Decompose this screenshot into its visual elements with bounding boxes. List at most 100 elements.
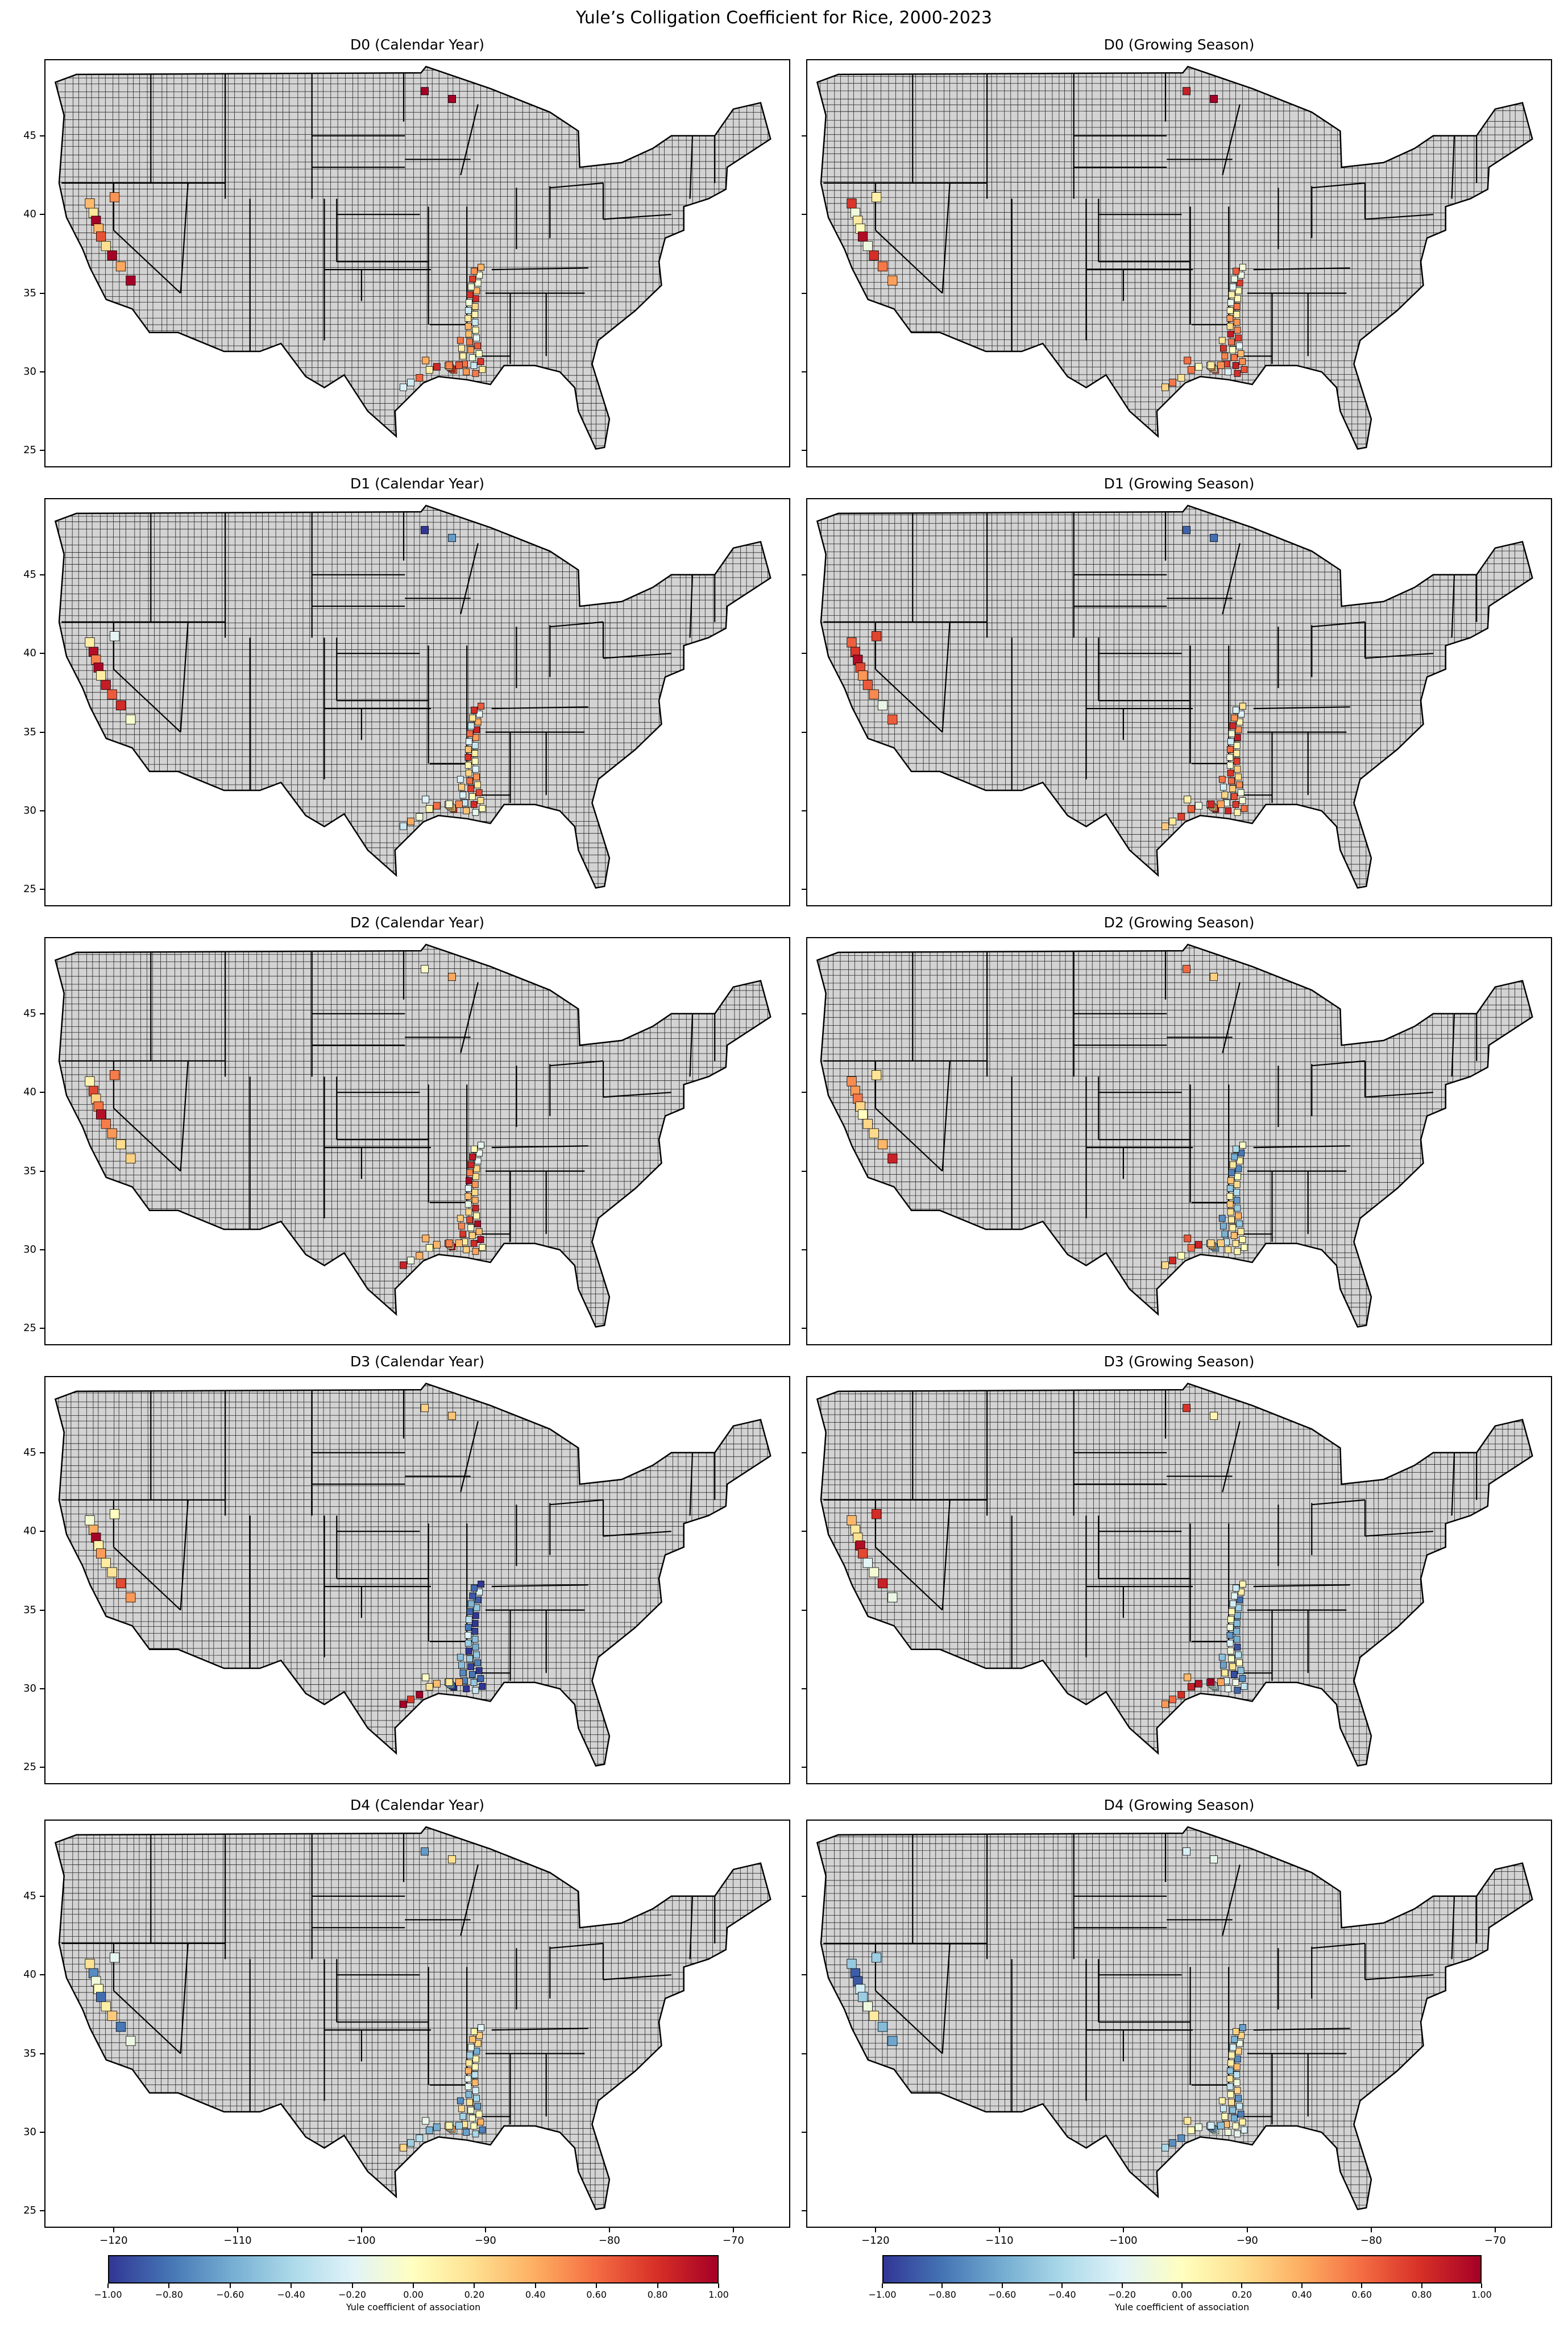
colorbar-tick-mark (291, 2284, 292, 2288)
rice-county (463, 807, 470, 814)
x-tick-mark (113, 2228, 114, 2232)
rice-county (475, 2111, 483, 2118)
rice-county (872, 1070, 882, 1080)
y-tick-mark (802, 1767, 806, 1768)
rice-county (467, 722, 475, 730)
rice-county (468, 1671, 476, 1679)
rice-county (1233, 706, 1239, 714)
rice-county (1226, 322, 1234, 330)
y-tick-mark (802, 2053, 806, 2054)
rice-county (471, 2063, 479, 2071)
rice-county (466, 2099, 474, 2106)
rice-county (421, 965, 429, 973)
rice-county (1221, 353, 1229, 360)
y-tick-mark (40, 1170, 44, 1172)
rice-county (478, 2024, 484, 2031)
us-county-map (816, 504, 1533, 889)
rice-county (1234, 2056, 1241, 2063)
rice-county (448, 973, 457, 981)
rice-county (1237, 2111, 1245, 2118)
rice-county (1229, 1600, 1237, 1607)
rice-county (474, 1157, 482, 1164)
rice-county (1239, 1141, 1246, 1149)
rice-county (1233, 742, 1241, 749)
rice-county (1221, 791, 1229, 799)
rice-county (847, 1515, 857, 1526)
rice-county (1229, 283, 1237, 291)
rice-county (472, 2087, 479, 2094)
rice-county (1220, 1661, 1227, 1669)
rice-county (472, 2056, 479, 2063)
rice-county (115, 261, 126, 272)
y-tick-mark (40, 1452, 44, 1453)
rice-county (476, 1588, 483, 1596)
rice-county (1236, 279, 1243, 287)
colorbar (882, 2255, 1482, 2284)
rice-county (1241, 2126, 1248, 2133)
rice-county (1227, 2059, 1234, 2067)
rice-county (465, 1647, 472, 1655)
rice-county (1220, 1222, 1227, 1230)
rice-county (1233, 318, 1241, 326)
rice-county (1232, 362, 1239, 369)
rice-county (467, 1224, 475, 1232)
rice-county (474, 1596, 482, 1603)
y-tick-mark (802, 2131, 806, 2133)
rice-county (1234, 295, 1241, 302)
y-tick-mark (40, 2053, 44, 2054)
rice-county (467, 346, 475, 354)
y-tick-mark (40, 450, 44, 451)
y-tick-mark (40, 1895, 44, 1897)
rice-county (471, 1627, 479, 1635)
y-tick-mark (802, 889, 806, 890)
rice-county (470, 801, 478, 808)
y-tick-mark (40, 1688, 44, 1689)
rice-county (115, 2021, 126, 2032)
coastline (54, 504, 771, 889)
y-tick-label: 45 (23, 1889, 36, 1902)
rice-county (1177, 1252, 1185, 1260)
coastline (54, 1826, 771, 2211)
x-tick-label: −80 (598, 2235, 620, 2247)
colorbar-tick-mark (1061, 2284, 1063, 2288)
rice-county (887, 714, 898, 725)
rice-county (1233, 310, 1241, 318)
colorbar (108, 2255, 719, 2284)
x-tick-label: −100 (1109, 2235, 1138, 2247)
y-tick-label: 45 (23, 129, 36, 142)
rice-county (110, 631, 120, 641)
rice-county (465, 1208, 472, 1216)
rice-county (862, 679, 873, 690)
rice-county (115, 1139, 126, 1150)
y-tick-mark (40, 1092, 44, 1093)
rice-county (464, 322, 472, 330)
rice-county (1194, 363, 1202, 371)
rice-county (1162, 1700, 1169, 1708)
land-area (55, 944, 771, 1327)
rice-county (1228, 338, 1235, 346)
rice-county (466, 730, 474, 737)
state-boundaries (823, 1833, 1478, 2125)
rice-county (469, 275, 476, 283)
y-tick-label: 45 (23, 1446, 36, 1458)
rice-county (1236, 342, 1243, 350)
rice-county (464, 314, 472, 322)
rice-county (1234, 1612, 1241, 1619)
y-tick-label: 25 (23, 444, 36, 457)
rice-county (463, 368, 470, 375)
rice-county (85, 637, 95, 648)
rice-county (1234, 734, 1241, 741)
rice-county (473, 1604, 480, 1611)
rice-county (472, 1173, 479, 1180)
rice-county (96, 1992, 106, 2002)
rice-county (469, 714, 476, 722)
y-tick-label: 35 (23, 726, 36, 738)
rice-county (1231, 714, 1238, 722)
rice-county (433, 2123, 441, 2131)
panel-title: D3 (Calendar Year) (350, 1353, 484, 1370)
colorbar-tick-mark (1481, 2284, 1482, 2288)
rice-county (422, 357, 430, 364)
rice-county (1237, 789, 1245, 797)
rice-county (887, 1153, 898, 1164)
rice-county (1234, 370, 1241, 377)
